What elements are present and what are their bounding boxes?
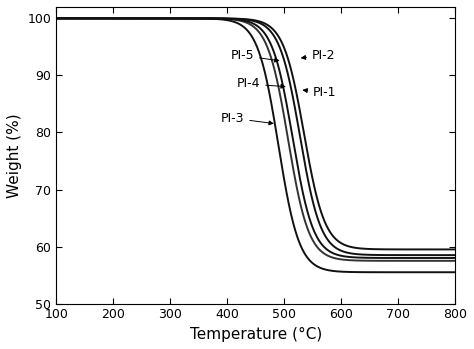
Text: PI-3: PI-3 xyxy=(221,112,273,125)
X-axis label: Temperature (°C): Temperature (°C) xyxy=(190,327,322,342)
Text: PI-1: PI-1 xyxy=(303,86,337,99)
Y-axis label: Weight (%): Weight (%) xyxy=(7,113,22,198)
Text: PI-5: PI-5 xyxy=(230,49,279,62)
Text: PI-4: PI-4 xyxy=(237,77,285,90)
Text: PI-2: PI-2 xyxy=(301,49,336,62)
